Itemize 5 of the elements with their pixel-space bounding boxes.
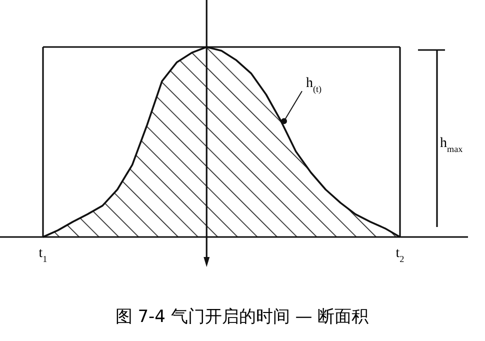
x-tick-label: t$_{1}$ bbox=[38, 246, 48, 264]
annotation: h$_{(t)}$ bbox=[306, 76, 322, 94]
x-tick-label: t$_{2}$ bbox=[396, 246, 405, 264]
text: 图 7-4 气门开启的时间 — 断面积 bbox=[115, 307, 369, 327]
text: h$_{max}$ bbox=[440, 136, 464, 154]
